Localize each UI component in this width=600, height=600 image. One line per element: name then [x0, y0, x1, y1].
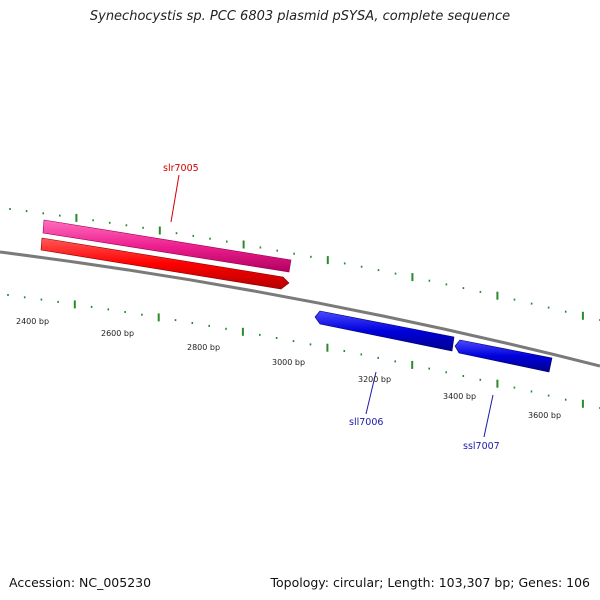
accession-label: Accession: NC_005230: [9, 575, 152, 590]
label-leader-slr7005: [170, 174, 180, 223]
scale-label-2600: 2600 bp: [101, 329, 134, 338]
gene-arrow-slr7005[interactable]: [40, 237, 290, 290]
outer-tick-ring: [9, 208, 600, 321]
gene-arrow-slr7005-cds[interactable]: [42, 219, 292, 273]
scale-label-3000: 3000 bp: [272, 358, 305, 367]
inner-tick-ring: [7, 294, 600, 409]
scale-label-2400: 2400 bp: [16, 317, 49, 326]
gene-label-sll7006[interactable]: sll7006: [349, 417, 383, 428]
label-leader-sll7006: [365, 371, 377, 415]
gene-arrow-ssl7007[interactable]: [454, 339, 553, 373]
scale-label-2800: 2800 bp: [187, 343, 220, 352]
scale-label-3200: 3200 bp: [358, 375, 391, 384]
gene-label-ssl7007[interactable]: ssl7007: [463, 441, 500, 452]
gene-arrow-sll7006[interactable]: [314, 310, 455, 352]
plasmid-backbone: [0, 250, 600, 368]
label-leader-ssl7007: [483, 394, 494, 438]
scale-label-3600: 3600 bp: [528, 411, 561, 420]
gene-label-slr7005[interactable]: slr7005: [163, 163, 199, 174]
map-title: Synechocystis sp. PCC 6803 plasmid pSYSA…: [89, 9, 511, 24]
sequence-summary: Topology: circular; Length: 103,307 bp; …: [270, 575, 591, 590]
scale-label-3400: 3400 bp: [443, 392, 476, 401]
